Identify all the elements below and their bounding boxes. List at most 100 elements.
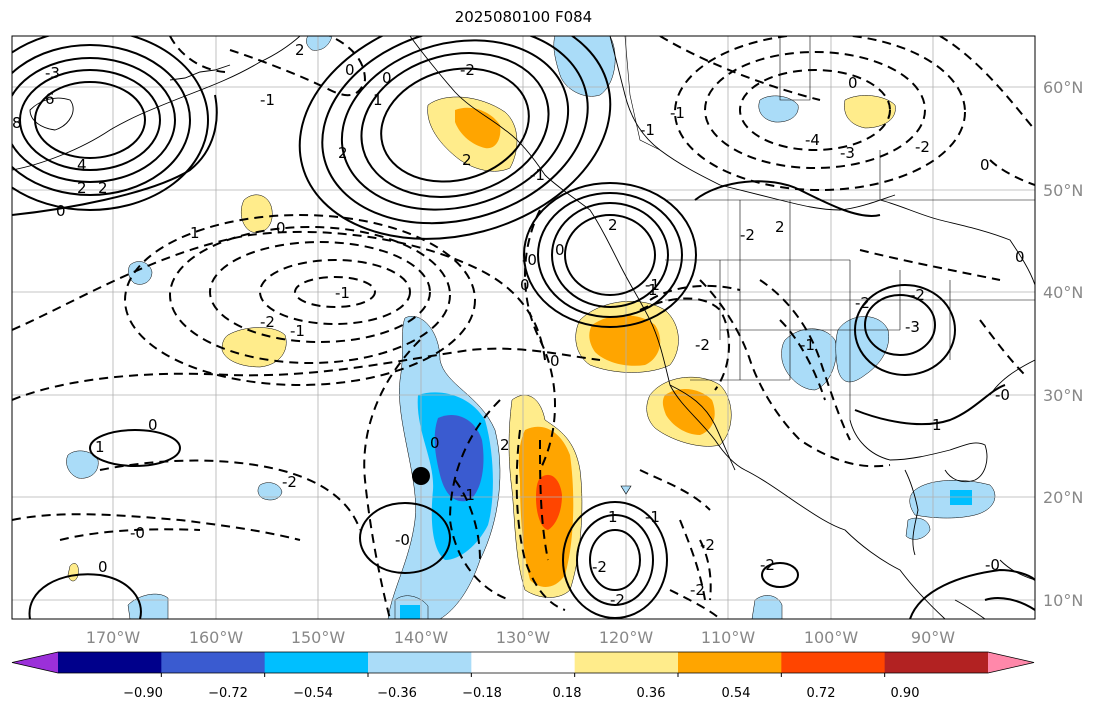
negative-anomaly-region — [66, 450, 99, 479]
lat-label: 20°N — [1043, 488, 1083, 507]
negative-anomaly-region — [905, 517, 931, 540]
contour-label: -2 — [760, 556, 775, 574]
contour-label: -1 — [335, 284, 350, 302]
lat-label: 30°N — [1043, 386, 1083, 405]
colorbar-outline — [11, 651, 1035, 674]
contour-label: 0 — [555, 241, 565, 259]
colorbar-segment — [58, 652, 162, 673]
contour-label: -0 — [995, 386, 1010, 404]
negative-anomaly-region — [950, 490, 972, 505]
contour-label: -1 — [645, 276, 660, 294]
positive-anomaly-region — [455, 107, 501, 149]
colorbar-tick-label: 0.36 — [637, 686, 666, 701]
contour-labels: 2 0 -3 6 8 4 2 2 0 1 0 2 -2 1 0 -2 -1 -1… — [12, 41, 1025, 609]
contour-label: -2 — [260, 313, 275, 331]
contour-label: 0 — [345, 61, 355, 79]
contour-label: -4 — [805, 131, 820, 149]
lon-label: 140°W — [394, 628, 449, 647]
contour-label: -2 — [460, 61, 475, 79]
lat-label: 50°N — [1043, 181, 1083, 200]
lon-label: 90°W — [911, 628, 955, 647]
contour-label: -1 — [530, 166, 545, 184]
lat-label: 60°N — [1043, 78, 1083, 97]
contour-label: 0 — [980, 156, 990, 174]
latitude-labels: 60°N 50°N 40°N 30°N 20°N 10°N — [1043, 78, 1083, 610]
contour-label: -1 — [645, 508, 660, 526]
negative-anomaly-region — [553, 36, 616, 97]
contour-label: 6 — [45, 90, 55, 108]
contour-label: -1 — [670, 104, 685, 122]
contour-label: 0 — [276, 219, 286, 237]
colorbar-tick-label: 0.54 — [722, 686, 751, 701]
contour-label: -3 — [840, 144, 855, 162]
contour-label: -1 — [290, 322, 305, 340]
contour-label: 2 — [462, 151, 472, 169]
contour-label: 0 — [520, 276, 530, 294]
negative-anomaly-region — [127, 593, 169, 619]
negative-anomaly-region — [400, 605, 420, 619]
colorbar-tick-label: −0.72 — [208, 686, 248, 701]
contour-label: 0 — [430, 434, 440, 452]
contour-label: 2 — [500, 436, 510, 454]
contour-label: 2 — [775, 218, 785, 236]
contour-label: -2 — [592, 558, 607, 576]
negative-contours — [12, 36, 1035, 619]
positive-contours — [12, 36, 1035, 619]
contour-label: 1 — [190, 224, 200, 242]
contour-label: 2 — [608, 216, 618, 234]
lon-label: 120°W — [599, 628, 654, 647]
contour-label: -2 — [915, 138, 930, 156]
contour-label: 0 — [382, 69, 392, 87]
contour-label: 0 — [1015, 248, 1025, 266]
contour-label: -2 — [610, 591, 625, 609]
shading-layer — [66, 36, 996, 619]
colorbar-tick-label: −0.36 — [377, 686, 417, 701]
colorbar-segment — [678, 652, 782, 673]
contour-label: 1 — [648, 281, 658, 299]
triangle-marker — [620, 485, 632, 495]
colorbar-tick-label: 0.18 — [553, 686, 582, 701]
political-boundaries — [624, 36, 1035, 420]
contour-label: 2 — [77, 179, 87, 197]
positive-anomaly-region — [67, 563, 79, 582]
colorbar-tick-label: −0.90 — [123, 686, 163, 701]
contour-label: -2 — [700, 536, 715, 554]
contour-label: -1 — [640, 121, 655, 139]
contour-label: 8 — [12, 114, 22, 132]
lat-label: 40°N — [1043, 283, 1083, 302]
contour-label: -2 — [695, 336, 710, 354]
lon-label: 150°W — [291, 628, 346, 647]
contour-label: -3 — [45, 64, 60, 82]
contour-label: 0 — [550, 352, 560, 370]
contour-label: -1 — [260, 91, 275, 109]
graticule — [12, 36, 1035, 619]
colorbar-ticks: −0.90 −0.72 −0.54 −0.36 −0.18 0.18 0.36 … — [123, 686, 919, 701]
contour-label: 2 — [338, 144, 348, 162]
colorbar-tick-label: 0.90 — [891, 686, 920, 701]
contour-label: -0 — [522, 251, 537, 269]
lon-label: 130°W — [496, 628, 551, 647]
contour-label: 0 — [848, 74, 858, 92]
contour-label: 2 — [295, 41, 305, 59]
colorbar — [11, 651, 1035, 677]
map-frame — [11, 35, 1036, 620]
colorbar-segment — [781, 652, 886, 673]
contour-label: -0 — [395, 531, 410, 549]
positive-anomaly-region — [662, 388, 715, 435]
positive-anomaly-region — [241, 194, 273, 233]
negative-anomaly-region — [306, 36, 333, 51]
contour-label: 1 — [95, 438, 105, 456]
negative-anomaly-region — [128, 261, 153, 285]
contour-label: -2 — [855, 294, 870, 312]
contour-label: 2 — [98, 179, 108, 197]
contour-label: 1 — [373, 91, 383, 109]
lon-label: 160°W — [189, 628, 244, 647]
negative-anomaly-region — [257, 482, 283, 501]
contour-label: -2 — [690, 581, 705, 599]
lon-label: 170°W — [86, 628, 141, 647]
colorbar-tick-label: −0.54 — [293, 686, 333, 701]
contour-label: 0 — [148, 416, 158, 434]
colorbar-extend-high — [988, 652, 1034, 673]
negative-anomaly-region — [751, 595, 783, 619]
